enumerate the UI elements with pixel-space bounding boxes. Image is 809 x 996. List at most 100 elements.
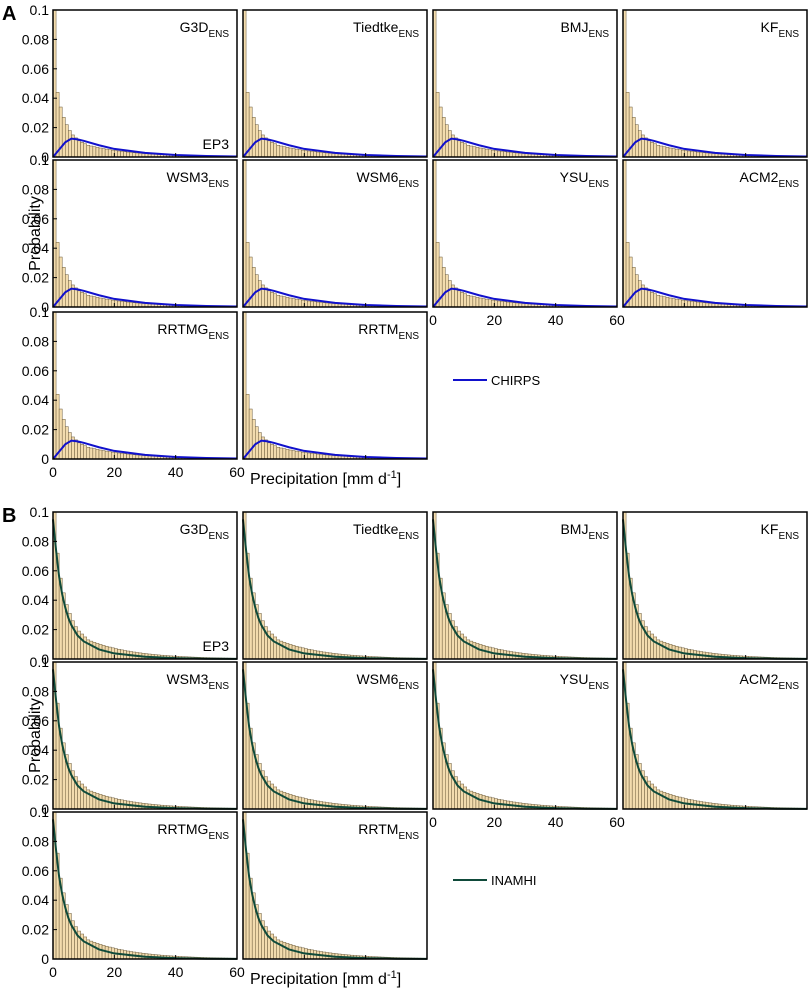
histogram-bar (288, 297, 293, 308)
histogram-bar (98, 147, 103, 158)
y-tick-label: 0.1 (30, 504, 50, 520)
histogram-bar (74, 439, 78, 460)
histogram-bar (665, 793, 670, 810)
histogram-bar (107, 149, 112, 158)
histogram-bar (86, 446, 91, 460)
axes-box (622, 511, 808, 660)
histogram-bar (475, 643, 480, 660)
histogram-bar (650, 142, 654, 158)
histogram-bar (653, 293, 657, 308)
panel-title-base: WSM3 (166, 671, 208, 687)
histogram-bar (61, 267, 66, 308)
histogram-bar (267, 442, 271, 460)
panel-title: ACM2ENS (740, 169, 800, 190)
histogram-bar (104, 450, 109, 460)
histogram-bar (83, 143, 87, 158)
histogram-bar (61, 117, 66, 158)
histogram-bar (687, 300, 691, 308)
histogram-bar (55, 92, 60, 158)
histogram-bar (481, 795, 486, 810)
panel-title: WSM6ENS (356, 169, 419, 190)
histogram-bar (472, 146, 477, 158)
histogram-bar (487, 149, 492, 158)
histogram-bar (291, 298, 296, 308)
histogram-bar (484, 298, 489, 308)
histogram-bar (662, 296, 667, 308)
histogram-bar (466, 144, 471, 158)
axes-box (242, 311, 428, 460)
x-tick-label: 60 (229, 964, 245, 980)
panel-title-sub: ENS (778, 179, 799, 190)
histogram-bar (92, 642, 97, 660)
histogram-bar (123, 453, 127, 460)
y-tick-label: 0.1 (30, 152, 50, 168)
histogram-bar (245, 92, 250, 158)
x-axis-label-main: Precipitation [mm d (250, 471, 387, 488)
panel-bmj: BMJENS (432, 511, 618, 660)
panel-title-sub: ENS (778, 29, 799, 40)
histogram-bar (267, 140, 271, 158)
histogram-bar (671, 795, 676, 810)
histogram-bar (89, 295, 94, 308)
panel-acm2: ACM2ENS (622, 159, 808, 308)
histogram-bar (631, 267, 636, 308)
histogram-bar (310, 301, 314, 308)
axes-box (242, 9, 428, 158)
x-tick-label: 20 (487, 814, 503, 830)
histogram-bar (460, 292, 464, 308)
section-label: A (2, 3, 16, 25)
y-tick-label: 0.1 (30, 2, 50, 18)
panel-title: TiedtkeENS (353, 19, 419, 40)
section-label: B (2, 505, 16, 527)
histogram-bar (101, 450, 106, 460)
histogram-bar (77, 140, 81, 158)
histogram-bar (95, 449, 100, 460)
histogram-bar (690, 301, 694, 308)
panel-title-base: RRTM (358, 821, 398, 837)
panel-title-base: WSM6 (356, 169, 398, 185)
histogram-bar (80, 444, 84, 460)
panel-title-sub: ENS (588, 531, 609, 542)
histogram-bar (497, 150, 501, 158)
histogram-bar (117, 150, 121, 158)
histogram-bar (294, 298, 299, 308)
y-tick-label: 0.06 (22, 713, 49, 729)
histogram-bar (313, 151, 317, 158)
histogram-bar (644, 137, 648, 158)
panel-bmj: BMJENS (432, 9, 618, 158)
histogram-bar (463, 786, 467, 810)
histogram-bar (264, 287, 268, 308)
panel-title-sub: ENS (398, 831, 419, 842)
histogram-bar (273, 786, 277, 810)
histogram-bar (245, 242, 250, 308)
histogram-bar (258, 432, 262, 460)
axes-box (242, 159, 428, 308)
histogram-bar (279, 295, 284, 308)
y-tick-label: 0.02 (22, 270, 49, 286)
panel-title: TiedtkeENS (353, 521, 419, 542)
reference-line (242, 439, 428, 460)
histogram-bar (653, 636, 657, 660)
x-tick-label: 0 (429, 814, 437, 830)
histogram-bar (631, 117, 636, 158)
histogram-bar (120, 453, 124, 460)
histogram-bar (310, 151, 314, 158)
histogram-bar (273, 143, 277, 158)
histogram-bar (466, 294, 471, 308)
histogram-bar (95, 297, 100, 308)
panel-title-base: Tiedtke (353, 19, 399, 35)
histogram-bar (267, 290, 271, 308)
panel-rrtm: RRTMENS (242, 811, 428, 960)
panel-g3d: G3DENS EP3 0 0.02 0.04 0.06 0.08 0.1 (22, 2, 238, 165)
histogram-bar (68, 130, 72, 158)
histogram-bar (92, 296, 97, 308)
histogram-bar (120, 301, 124, 308)
panel-title-base: WSM6 (356, 671, 398, 687)
axes-box (52, 9, 238, 158)
panel-title-sub: ENS (208, 29, 229, 40)
panel-title: WSM3ENS (166, 671, 229, 692)
histogram-bar (671, 298, 676, 308)
histogram-bar (653, 786, 657, 810)
y-tick-label: 0.06 (22, 61, 49, 77)
histogram-bar (674, 298, 679, 308)
